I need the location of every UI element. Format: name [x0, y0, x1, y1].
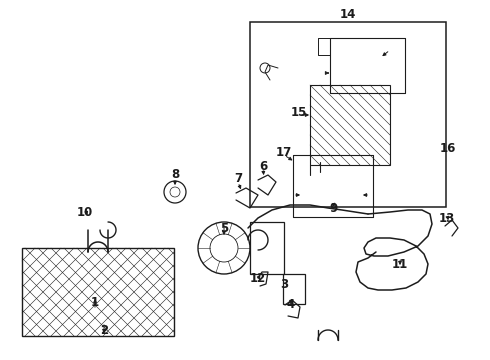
Text: 13: 13 [439, 211, 455, 225]
Text: 4: 4 [287, 298, 295, 311]
Text: 17: 17 [276, 145, 292, 158]
Text: 11: 11 [392, 258, 408, 271]
Text: 3: 3 [280, 279, 288, 292]
Bar [293, 155, 373, 217]
Text: 16: 16 [440, 141, 456, 154]
Text: 7: 7 [234, 171, 242, 184]
Text: 5: 5 [220, 221, 228, 234]
Bar [250, 222, 284, 274]
Text: 2: 2 [100, 324, 108, 337]
Bar [22, 248, 174, 336]
Text: 8: 8 [171, 167, 179, 180]
Text: 14: 14 [340, 8, 356, 21]
Bar [283, 274, 305, 304]
Text: 6: 6 [259, 161, 267, 174]
Text: 1: 1 [91, 296, 99, 309]
Text: 9: 9 [329, 202, 337, 215]
Text: 10: 10 [77, 207, 93, 220]
Bar [330, 38, 405, 93]
Text: 12: 12 [250, 271, 266, 284]
Bar [250, 22, 446, 207]
Text: 15: 15 [291, 105, 307, 118]
Bar [310, 85, 390, 165]
